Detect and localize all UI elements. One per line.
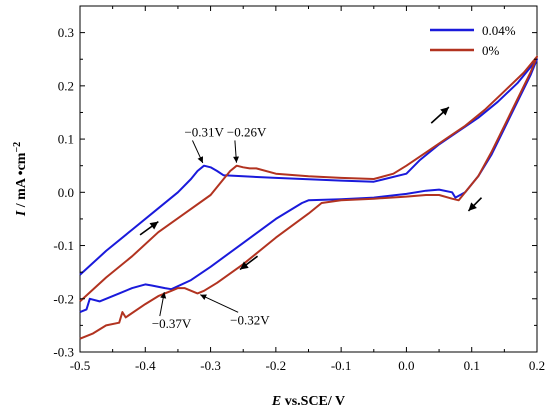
y-axis-title-symbol: I — [14, 210, 29, 217]
x-tick-label: -0.5 — [70, 358, 91, 373]
y-tick-label: -0.3 — [53, 345, 74, 360]
legend-label: 0% — [482, 43, 500, 58]
legend-label: 0.04% — [482, 23, 516, 38]
peak-label: −0.26V — [227, 124, 267, 139]
direction-arrow-head — [468, 202, 477, 211]
y-tick-label: 0.0 — [58, 185, 74, 200]
x-tick-label: -0.3 — [200, 358, 221, 373]
x-axis-title-symbol: E — [271, 394, 281, 409]
x-axis-ticks: -0.5 -0.4 -0.3 -0.2 -0.1 0.0 0.1 0.2 — [70, 6, 545, 373]
series-line-1 — [79, 58, 538, 314]
y-tick-label: -0.1 — [53, 238, 74, 253]
y-tick-label: 0.2 — [58, 78, 74, 93]
annotations: −0.31V −0.26V −0.37V −0.32V — [152, 124, 270, 331]
peak-label: −0.32V — [230, 312, 270, 327]
peak-pointer-head — [160, 292, 167, 299]
y-axis-title: I / mA •cm−2 — [12, 142, 30, 217]
direction-arrow-head — [440, 107, 449, 116]
x-tick-label: -0.2 — [266, 358, 287, 373]
y-tick-label: 0.3 — [58, 25, 74, 40]
x-tick-label: 0.1 — [464, 358, 480, 373]
peak-label: −0.37V — [152, 316, 192, 331]
y-axis-title-exponent: −2 — [12, 142, 23, 153]
x-tick-label: 0.2 — [529, 358, 545, 373]
y-axis-ticks: -0.3 -0.2 -0.1 0.0 0.1 0.2 0.3 — [53, 5, 537, 360]
direction-arrows — [139, 106, 483, 271]
peak-pointer-head — [197, 156, 203, 163]
plot-area: −0.31V −0.26V−0.37V −0.32V -0.5 -0.4 -0.3 -0.… — [53, 5, 545, 373]
x-tick-label: -0.1 — [331, 358, 352, 373]
direction-arrow-head — [149, 221, 159, 230]
y-axis-title-text: / mA •cm — [14, 152, 29, 211]
x-axis-title-text: vs.SCE/ V — [281, 394, 345, 409]
x-axis-title: E vs.SCE/ V — [271, 394, 345, 409]
series-layer — [79, 55, 538, 340]
x-tick-label: -0.4 — [135, 358, 156, 373]
y-tick-label: 0.1 — [58, 132, 74, 147]
peak-pointer — [200, 294, 239, 313]
legend: 0.04% 0% — [430, 23, 516, 58]
peak-label: −0.31V — [184, 124, 224, 139]
y-tick-label: -0.2 — [53, 291, 74, 306]
peak-pointer-head — [233, 156, 239, 163]
direction-arrow-head — [240, 261, 249, 270]
peak-pointer-head — [200, 294, 207, 300]
x-tick-label: 0.0 — [398, 358, 414, 373]
series-line-2 — [79, 55, 538, 340]
